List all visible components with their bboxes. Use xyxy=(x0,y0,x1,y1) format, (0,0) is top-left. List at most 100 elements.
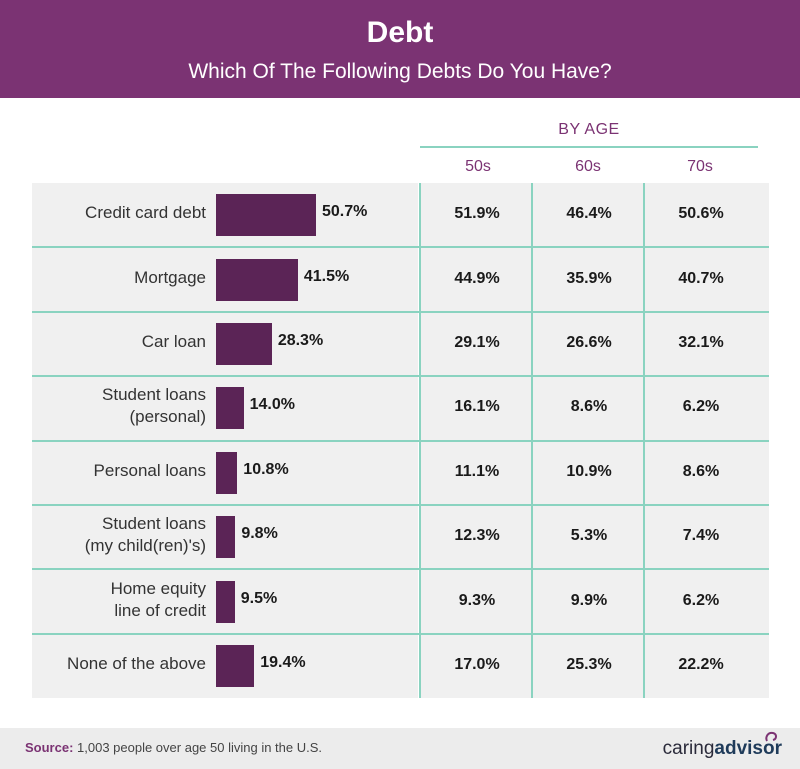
row-background xyxy=(645,633,769,699)
category-label: Student loans (my child(ren)'s) xyxy=(34,513,206,557)
row-divider xyxy=(32,375,769,378)
source-label: Source: xyxy=(25,740,74,755)
bar-value-label: 50.7% xyxy=(322,203,368,221)
row-divider xyxy=(32,246,769,249)
category-label-line: Personal loans xyxy=(93,460,206,480)
row-background xyxy=(645,183,769,248)
column-header-60s: 60s xyxy=(575,158,601,175)
category-label-line: (my child(ren)'s) xyxy=(84,536,206,556)
bar xyxy=(216,258,298,301)
bar-value-label: 14.0% xyxy=(249,396,295,414)
by-age-label: BY AGE xyxy=(558,121,620,138)
age-cell-70s: 40.7% xyxy=(678,269,724,287)
row-background xyxy=(421,183,531,248)
row-background xyxy=(421,440,531,505)
header-banner: Debt Which Of The Following Debts Do You… xyxy=(0,0,800,98)
chart-title: Debt xyxy=(366,16,434,49)
source-note: Source: 1,003 people over age 50 living … xyxy=(25,740,322,755)
logo-text-bold: advisor xyxy=(714,738,782,759)
bar xyxy=(216,194,316,237)
bar-value-label: 28.3% xyxy=(277,332,324,349)
row-background xyxy=(533,183,643,248)
bar-value-label: 9.8% xyxy=(241,525,278,543)
category-label-line: (personal) xyxy=(129,407,206,427)
age-cell-50s: 29.1% xyxy=(454,334,500,351)
row-background xyxy=(421,633,531,699)
caring-advisor-logo: caringadvisor xyxy=(663,738,782,760)
age-cell-60s: 5.3% xyxy=(570,527,608,545)
bar-value-label: 9.5% xyxy=(240,589,278,607)
bar-value-label: 19.4% xyxy=(260,654,306,671)
category-label: Student loans (personal) xyxy=(34,384,206,428)
category-label: Credit card debt xyxy=(34,202,206,224)
age-cell-60s: 9.9% xyxy=(570,591,608,609)
category-label: Home equity line of credit xyxy=(34,578,206,622)
bar xyxy=(216,645,255,687)
age-cell-50s: 51.9% xyxy=(454,205,500,223)
source-text: 1,003 people over age 50 living in the U… xyxy=(73,740,323,755)
age-cell-60s: 25.3% xyxy=(566,656,612,673)
category-label: Car loan xyxy=(34,331,206,353)
age-cell-60s: 10.9% xyxy=(566,462,612,480)
row-background xyxy=(533,505,643,570)
age-cell-70s: 8.6% xyxy=(682,462,720,480)
age-cell-60s: 35.9% xyxy=(566,269,612,287)
row-background xyxy=(645,311,769,377)
category-label-line: Home equity xyxy=(110,578,206,598)
age-cell-60s: 46.4% xyxy=(566,205,612,223)
age-cell-70s: 6.2% xyxy=(682,591,720,609)
bar-value-label: 41.5% xyxy=(303,267,350,285)
logo-text-light: caring xyxy=(662,738,715,759)
category-label-line: Student loans xyxy=(102,514,206,534)
row-background xyxy=(645,247,769,312)
logo-mark-icon xyxy=(765,731,777,742)
footer: Source: 1,003 people over age 50 living … xyxy=(0,728,800,769)
row-background xyxy=(533,311,643,377)
bar xyxy=(216,516,236,559)
row-background xyxy=(533,247,643,312)
row-background xyxy=(421,311,531,377)
row-background xyxy=(421,505,531,570)
row-background xyxy=(533,569,643,634)
row-background xyxy=(533,633,643,699)
row-divider xyxy=(32,504,769,506)
age-cell-70s: 22.2% xyxy=(678,656,724,673)
category-label-line: line of credit xyxy=(114,600,206,620)
row-background xyxy=(421,569,531,634)
bar-value-label: 10.8% xyxy=(243,460,289,478)
row-divider xyxy=(32,632,769,635)
row-divider xyxy=(32,568,769,571)
category-label: Personal loans xyxy=(34,460,206,482)
row-divider xyxy=(32,439,769,442)
age-cell-50s: 44.9% xyxy=(454,269,500,287)
age-cell-70s: 7.4% xyxy=(682,527,720,545)
age-cell-50s: 17.0% xyxy=(454,656,500,673)
row-background xyxy=(421,376,531,441)
age-cell-50s: 9.3% xyxy=(458,591,496,609)
age-cell-50s: 11.1% xyxy=(454,462,500,480)
column-header-70s: 70s xyxy=(687,158,713,175)
row-background xyxy=(645,440,769,505)
column-header-50s: 50s xyxy=(465,158,491,175)
bar xyxy=(216,387,244,430)
age-cell-50s: 12.3% xyxy=(454,527,500,545)
age-cell-60s: 26.6% xyxy=(566,334,612,351)
row-background xyxy=(533,376,643,441)
row-background xyxy=(421,247,531,312)
age-cell-70s: 6.2% xyxy=(682,398,720,416)
bar xyxy=(216,323,272,365)
by-age-rule xyxy=(420,146,758,148)
category-label-line: None of the above xyxy=(67,654,206,673)
category-label-line: Mortgage xyxy=(134,267,206,287)
age-cell-70s: 50.6% xyxy=(678,205,724,223)
row-background xyxy=(645,376,769,441)
category-label: None of the above xyxy=(34,653,206,675)
category-label-line: Car loan xyxy=(141,332,206,351)
category-label-line: Student loans xyxy=(102,385,206,405)
row-background xyxy=(533,440,643,505)
age-cell-70s: 32.1% xyxy=(678,334,724,351)
age-cell-60s: 8.6% xyxy=(570,398,608,416)
row-background xyxy=(645,505,769,570)
row-divider xyxy=(32,310,769,313)
chart-subtitle: Which Of The Following Debts Do You Have… xyxy=(188,60,612,83)
